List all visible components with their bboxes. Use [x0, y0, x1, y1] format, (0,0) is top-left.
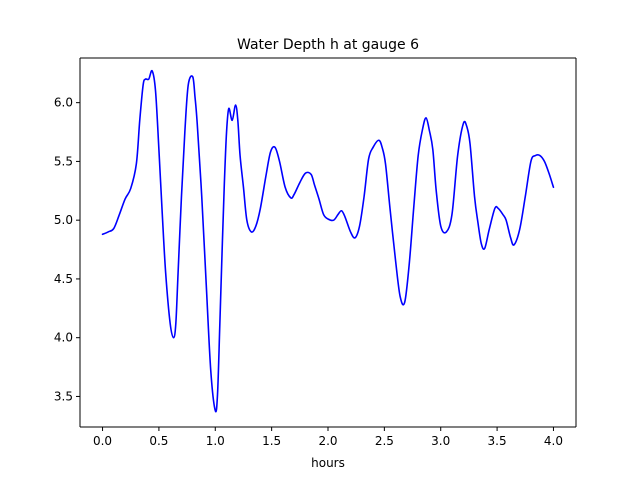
x-tick-label: 2.5: [375, 434, 394, 448]
x-axis-label: hours: [311, 456, 345, 470]
y-axis-ticks: 3.5 4.0 4.5 5.0 5.5 6.0: [54, 96, 80, 403]
plot-area: [80, 58, 576, 427]
x-tick-label: 0.0: [93, 434, 112, 448]
y-tick-label: 6.0: [54, 96, 73, 110]
x-tick-label: 0.5: [149, 434, 168, 448]
x-tick-label: 1.0: [206, 434, 225, 448]
x-tick-label: 1.5: [262, 434, 281, 448]
series-line-0: [101, 69, 555, 413]
y-tick-label: 5.0: [54, 213, 73, 227]
x-tick-label: 2.0: [318, 434, 337, 448]
x-tick-label: 3.5: [488, 434, 507, 448]
series-layer: [101, 69, 555, 413]
y-tick-label: 5.5: [54, 154, 73, 168]
x-tick-label: 4.0: [544, 434, 563, 448]
y-tick-label: 4.0: [54, 331, 73, 345]
y-tick-label: 3.5: [54, 389, 73, 403]
x-axis-ticks: 0.0 0.5 1.0 1.5 2.0 2.5 3.0 3.5 4.0: [93, 427, 563, 448]
chart-title: Water Depth h at gauge 6: [237, 37, 419, 53]
y-tick-label: 4.5: [54, 272, 73, 286]
x-tick-label: 3.0: [431, 434, 450, 448]
